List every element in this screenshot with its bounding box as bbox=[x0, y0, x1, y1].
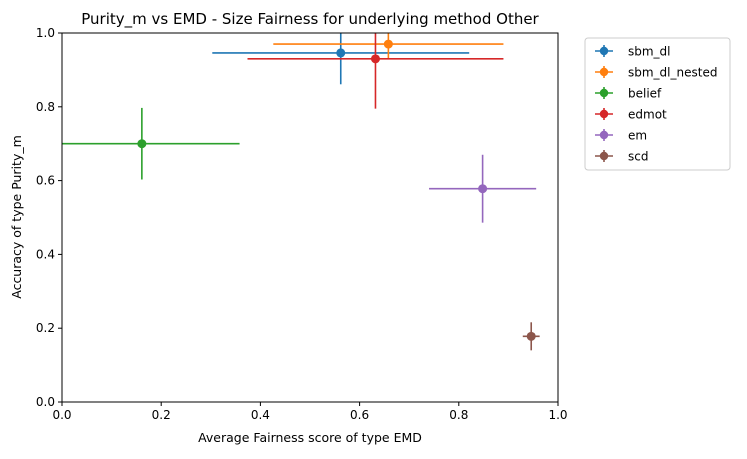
x-tick-label: 0.6 bbox=[350, 408, 369, 422]
data-point bbox=[383, 39, 393, 49]
data-point bbox=[370, 54, 380, 64]
legend-entry-sbm_dl: sbm_dl bbox=[595, 45, 671, 59]
x-tick-label: 0.2 bbox=[152, 408, 171, 422]
y-tick-label: 0.0 bbox=[36, 395, 55, 409]
x-tick-label: 0.0 bbox=[52, 408, 71, 422]
legend-label: belief bbox=[628, 87, 662, 101]
x-tick-label: 0.4 bbox=[251, 408, 270, 422]
x-tick-label: 0.8 bbox=[449, 408, 468, 422]
legend-label: edmot bbox=[628, 108, 667, 122]
series-edmot bbox=[247, 33, 504, 109]
legend-label: scd bbox=[628, 150, 648, 164]
series-em bbox=[429, 154, 537, 223]
series-sbm_dl bbox=[212, 33, 470, 85]
plot-area-frame bbox=[61, 32, 559, 403]
legend-label: sbm_dl_nested bbox=[628, 66, 717, 80]
legend-entry-scd: scd bbox=[595, 150, 648, 164]
y-tick-label: 1.0 bbox=[36, 26, 55, 40]
legend-swatch-marker bbox=[599, 130, 609, 140]
legend-entry-edmot: edmot bbox=[595, 108, 667, 122]
y-axis-label: Accuracy of type Purity_m bbox=[9, 135, 24, 299]
x-tick-label: 1.0 bbox=[548, 408, 567, 422]
y-axis-ticks: 0.0 0.2 0.4 0.6 0.8 1.0 bbox=[36, 26, 62, 409]
legend-frame bbox=[584, 37, 731, 171]
legend-swatch-marker bbox=[599, 67, 609, 77]
y-tick-label: 0.2 bbox=[36, 321, 55, 335]
data-point bbox=[336, 48, 346, 58]
data-point bbox=[526, 331, 536, 341]
legend-entry-em: em bbox=[595, 129, 647, 143]
series-belief bbox=[62, 107, 240, 180]
y-tick-label: 0.6 bbox=[36, 174, 55, 188]
legend-swatch-marker bbox=[599, 46, 609, 56]
series-scd bbox=[522, 322, 540, 351]
chart-title: Purity_m vs EMD - Size Fairness for unde… bbox=[81, 10, 539, 29]
x-axis-ticks: 0.0 0.2 0.4 0.6 0.8 1.0 bbox=[52, 402, 568, 422]
legend-label: sbm_dl bbox=[628, 45, 671, 59]
legend-swatch-marker bbox=[599, 88, 609, 98]
data-point bbox=[478, 184, 488, 194]
data-point bbox=[137, 139, 147, 149]
legend-swatch-marker bbox=[599, 151, 609, 161]
legend-entry-sbm_dl_nested: sbm_dl_nested bbox=[595, 66, 717, 80]
legend-swatch-marker bbox=[599, 109, 609, 119]
legend-label: em bbox=[628, 129, 647, 143]
y-tick-label: 0.4 bbox=[36, 247, 55, 261]
data-marks bbox=[62, 33, 540, 351]
x-axis-label: Average Fairness score of type EMD bbox=[198, 430, 422, 445]
legend-entry-belief: belief bbox=[595, 87, 662, 101]
series-sbm_dl_nested bbox=[273, 33, 504, 59]
y-tick-label: 0.8 bbox=[36, 100, 55, 114]
